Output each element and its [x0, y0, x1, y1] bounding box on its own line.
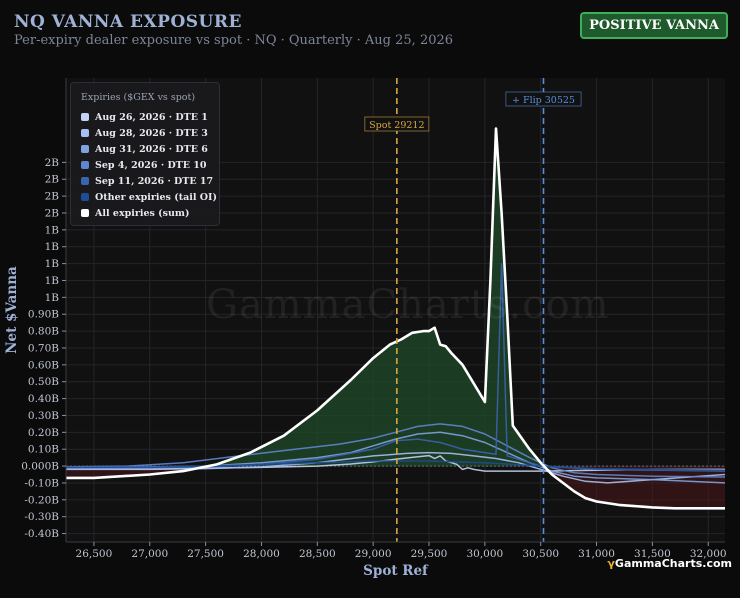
y-tick-label: 1B: [45, 241, 60, 253]
y-tick-label: -0.10B: [24, 477, 59, 489]
legend-item: Sep 4, 2026 · DTE 10: [81, 158, 207, 172]
y-tick-label: 0.70B: [28, 342, 59, 354]
page-title: NQ VANNA EXPOSURE: [14, 12, 242, 32]
y-tick-label: 0.50B: [28, 376, 59, 388]
y-tick-label: 1B: [45, 275, 60, 287]
series-line: [66, 451, 726, 484]
spot-label: Spot 29212: [369, 120, 424, 131]
x-tick-label: 27,500: [187, 548, 224, 560]
x-tick-label: 26,500: [76, 548, 113, 560]
legend-label: Aug 26, 2026 · DTE 1: [95, 111, 208, 123]
x-tick-label: 30,000: [466, 548, 503, 560]
y-tick-label: 0.60B: [28, 359, 59, 371]
positive-area-fill: [66, 128, 725, 467]
y-tick-label: 1B: [45, 292, 60, 304]
x-tick-label: 31,500: [634, 548, 671, 560]
y-tick-label: 2B: [45, 191, 60, 203]
y-tick-label: 1B: [45, 258, 60, 270]
legend-swatch: [81, 161, 89, 169]
x-tick-label: 28,000: [243, 548, 280, 560]
flip-label-box: [505, 91, 582, 107]
y-tick-label: 0.10B: [28, 444, 59, 456]
y-axis-label: Net $Vanna: [4, 266, 20, 354]
x-tick-label: 30,500: [522, 548, 559, 560]
legend-title: Expiries ($GEX vs spot): [81, 92, 196, 103]
legend-label: All expiries (sum): [95, 207, 190, 219]
y-tick-label: -0.20B: [24, 494, 59, 506]
x-tick-label: 32,000: [690, 548, 727, 560]
watermark: GammaCharts.com: [206, 282, 610, 328]
series-line: [66, 454, 725, 472]
legend-swatch: [81, 113, 89, 121]
x-tick-label: 29,000: [355, 548, 392, 560]
legend-item: Aug 28, 2026 · DTE 3: [81, 126, 208, 140]
y-tick-label: 0.20B: [28, 427, 59, 439]
chart-legend: Expiries ($GEX vs spot) Aug 26, 2026 · D…: [70, 82, 220, 226]
legend-label: Aug 28, 2026 · DTE 3: [95, 127, 208, 139]
series-line: [65, 431, 726, 484]
brand-logo: γGammaCharts.com: [607, 557, 732, 570]
legend-swatch: [81, 177, 89, 185]
negative-area-fill: [66, 466, 725, 509]
legend-swatch: [81, 209, 89, 217]
legend-label: Aug 31, 2026 · DTE 6: [95, 143, 208, 155]
vanna-status-badge: POSITIVE VANNA: [580, 12, 728, 39]
y-tick-label: 2B: [45, 174, 60, 186]
gamma-icon: γ: [607, 557, 615, 570]
y-tick-label: -0.40B: [24, 528, 59, 540]
series-line: [66, 127, 725, 510]
x-axis-label: Spot Ref: [363, 563, 429, 579]
y-tick-label: 1B: [45, 224, 60, 236]
spot-label-box: [364, 116, 430, 132]
y-tick-label: 2B: [45, 207, 60, 219]
brand-text: GammaCharts.com: [614, 557, 732, 570]
y-tick-label: -0.30B: [24, 511, 59, 523]
x-tick-label: 28,500: [299, 548, 336, 560]
legend-item: Aug 26, 2026 · DTE 1: [81, 110, 208, 124]
y-tick-label: 0.90B: [28, 309, 59, 321]
y-tick-label: 0.80B: [28, 326, 59, 338]
x-tick-label: 27,000: [131, 548, 168, 560]
legend-label: Sep 4, 2026 · DTE 10: [95, 159, 207, 171]
y-tick-label: 2B: [45, 157, 60, 169]
y-tick-label: 0.000B: [21, 461, 59, 473]
x-tick-label: 31,000: [578, 548, 615, 560]
legend-label: Sep 11, 2026 · DTE 17: [95, 175, 214, 187]
flip-label: + Flip 30525: [512, 95, 575, 106]
series-line: [65, 460, 726, 472]
legend-label: Other expiries (tail OI): [95, 191, 217, 203]
x-tick-label: 29,500: [411, 548, 448, 560]
y-tick-label: 0.30B: [28, 410, 59, 422]
y-tick-label: 0.40B: [28, 393, 59, 405]
legend-swatch: [81, 193, 89, 201]
legend-item: All expiries (sum): [81, 206, 189, 220]
legend-item: Sep 11, 2026 · DTE 17: [81, 174, 213, 188]
legend-swatch: [81, 145, 89, 153]
legend-item: Aug 31, 2026 · DTE 6: [81, 142, 208, 156]
legend-item: Other expiries (tail OI): [81, 190, 217, 204]
legend-swatch: [81, 129, 89, 137]
page-subtitle: Per-expiry dealer exposure vs spot · NQ …: [14, 33, 454, 48]
